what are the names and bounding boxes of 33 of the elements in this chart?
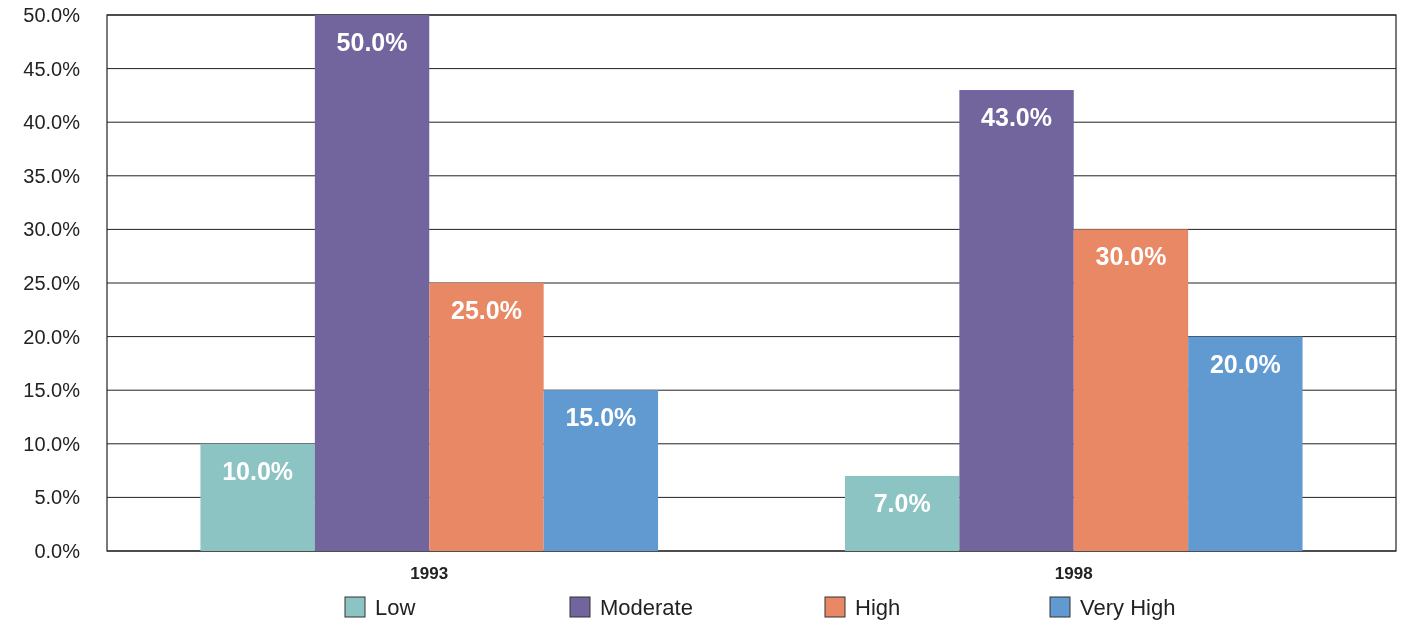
legend-label: Very High: [1080, 594, 1176, 620]
y-tick-label: 20.0%: [23, 325, 81, 348]
text: 43.0%: [981, 103, 1052, 132]
legend-label: Moderate: [600, 594, 693, 620]
y-tick-label: 35.0%: [23, 164, 81, 187]
text: 10.0%: [222, 456, 294, 485]
x-tick-label: 1993: [410, 564, 449, 583]
text: 7.0%: [873, 488, 931, 517]
bar: [314, 15, 430, 551]
bar: [200, 443, 315, 551]
legend-label: High: [855, 594, 901, 620]
y-tick-label: 0.0%: [34, 540, 81, 562]
text: 20.0%: [1209, 349, 1281, 378]
y-tick-label: 5.0%: [34, 486, 81, 509]
bar: [543, 390, 659, 551]
y-tick-label: 10.0%: [23, 432, 81, 455]
y-tick-label: 50.0%: [23, 4, 81, 26]
y-tick-label: 45.0%: [23, 57, 81, 80]
y-tick-label: 30.0%: [23, 218, 81, 241]
x-tick-label: 1998: [1054, 564, 1093, 583]
text: 15.0%: [565, 403, 637, 432]
text: 30.0%: [1095, 242, 1167, 271]
text: 25.0%: [451, 296, 522, 324]
bar: [1073, 229, 1189, 551]
y-tick-label: 40.0%: [23, 111, 81, 134]
text: 50.0%: [336, 28, 408, 56]
y-tick-label: 15.0%: [23, 379, 81, 402]
legend-label: Low: [375, 594, 416, 620]
bar: [429, 283, 544, 551]
bar: [959, 90, 1074, 551]
bar: [844, 475, 960, 551]
bar: [1188, 336, 1303, 551]
y-tick-label: 25.0%: [23, 272, 81, 294]
